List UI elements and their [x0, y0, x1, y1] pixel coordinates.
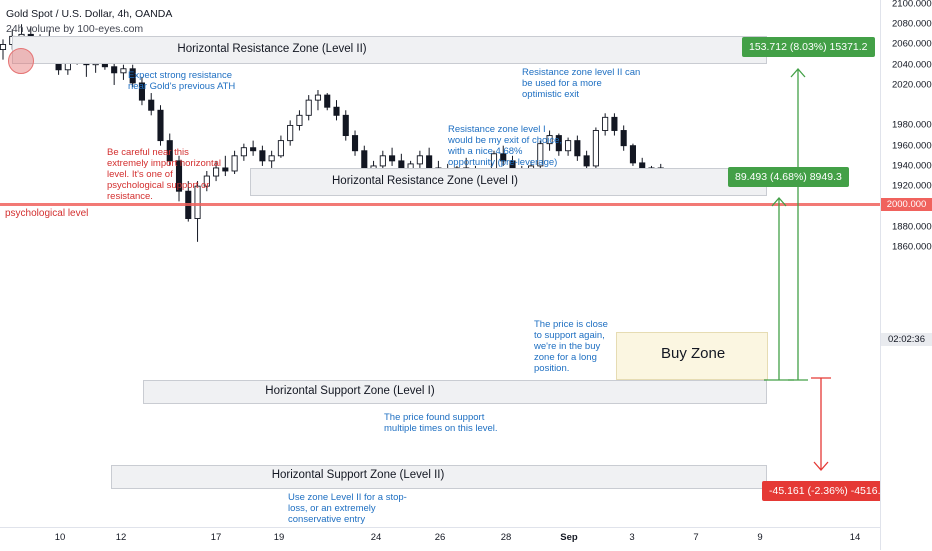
candle[interactable]: [537, 140, 544, 168]
note-close-to-support: The price is close to support again, we'…: [534, 319, 608, 374]
candle[interactable]: [602, 113, 609, 136]
psych-level-price-tag: 2000.000: [881, 198, 932, 211]
volume-indicator-label: 24h volume by 100-eyes.com: [6, 23, 144, 35]
stop-loss-measure-label[interactable]: -45.161 (-2.36%) -4516.1: [762, 481, 894, 501]
target-2-measure-label[interactable]: 153.712 (8.03%) 15371.2: [742, 37, 875, 57]
candle[interactable]: [138, 76, 146, 106]
price-tick-label: 1980.000: [892, 119, 932, 131]
price-tick-label: 1940.000: [892, 160, 932, 172]
time-tick-label: 28: [500, 532, 512, 543]
candle[interactable]: [129, 64, 136, 87]
resistance-zone-level-1[interactable]: [250, 168, 767, 196]
candle[interactable]: [592, 127, 599, 168]
candle[interactable]: [379, 150, 386, 171]
resistance-zone-level-2-label: Horizontal Resistance Zone (Level II): [177, 43, 367, 55]
candle[interactable]: [213, 160, 220, 182]
candle[interactable]: [555, 133, 562, 156]
note-support-found: The price found support multiple times o…: [384, 412, 498, 434]
time-tick-label: 10: [54, 532, 66, 543]
candle[interactable]: [416, 150, 423, 168]
support-zone-level-2-label: Horizontal Support Zone (Level II): [271, 469, 445, 481]
candle[interactable]: [203, 170, 210, 192]
price-tick-label: 1920.000: [892, 180, 932, 192]
candle[interactable]: [268, 150, 275, 168]
candle[interactable]: [231, 150, 238, 175]
note-resistance-2-exit: Resistance zone level II can be used for…: [522, 67, 641, 100]
candle[interactable]: [240, 143, 247, 161]
time-tick-label: 17: [210, 532, 222, 543]
resistance-zone-level-2[interactable]: [12, 36, 767, 64]
candle[interactable]: [546, 130, 553, 151]
candle[interactable]: [296, 110, 303, 131]
candle[interactable]: [574, 135, 581, 161]
candle[interactable]: [222, 155, 229, 177]
candle[interactable]: [620, 125, 627, 151]
price-tick-label: 2100.000: [892, 0, 932, 10]
time-tick-label: Sep: [560, 532, 578, 543]
note-resistance-1-exit: Resistance zone level I would be my exit…: [448, 124, 563, 168]
candle[interactable]: [500, 145, 507, 166]
candle[interactable]: [259, 145, 266, 166]
time-tick-label: 12: [115, 532, 127, 543]
target-1-measure-label[interactable]: 89.493 (4.68%) 8949.3: [728, 167, 849, 187]
support-zone-level-1[interactable]: [143, 380, 767, 404]
support-zone-level-2[interactable]: [111, 465, 767, 489]
current-time-tag: 02:02:36: [881, 333, 932, 346]
candle[interactable]: [426, 147, 433, 171]
note-ath-resistance: Expect strong resistance near Gold's pre…: [128, 70, 236, 92]
candle[interactable]: [157, 105, 164, 146]
chart-title: Gold Spot / U.S. Dollar, 4h, OANDA: [6, 8, 173, 20]
candle[interactable]: [333, 100, 340, 121]
candle[interactable]: [175, 155, 183, 202]
price-tick-label: 2020.000: [892, 79, 932, 91]
candle[interactable]: [148, 93, 155, 116]
psychological-level-label: psychological level: [5, 208, 89, 219]
note-stop-loss: Use zone Level II for a stop- loss, or a…: [288, 492, 407, 525]
candle[interactable]: [287, 120, 294, 146]
buy-zone-label: Buy Zone: [661, 345, 726, 362]
note-careful-level: Be careful near this extremely import ho…: [107, 147, 222, 202]
candle[interactable]: [389, 147, 396, 166]
time-tick-label: 14: [849, 532, 861, 543]
support-zone-level-1-label: Horizontal Support Zone (Level I): [265, 385, 435, 397]
price-tick-label: 1880.000: [892, 221, 932, 233]
time-tick-label: 9: [757, 532, 763, 543]
candle[interactable]: [583, 150, 590, 171]
candle[interactable]: [250, 140, 257, 156]
price-tick-label: 1860.000: [892, 241, 932, 253]
candle[interactable]: [565, 137, 572, 156]
price-tick-label: 1960.000: [892, 140, 932, 152]
ath-circle-marker[interactable]: [8, 48, 34, 74]
candle[interactable]: [629, 143, 636, 166]
resistance-zone-level-1-label: Horizontal Resistance Zone (Level I): [332, 175, 518, 187]
candle[interactable]: [342, 110, 349, 141]
time-tick-label: 24: [370, 532, 382, 543]
candle[interactable]: [0, 39, 7, 60]
candle[interactable]: [351, 130, 359, 156]
time-tick-label: 3: [629, 532, 635, 543]
time-tick-label: 26: [434, 532, 446, 543]
time-tick-label: 19: [273, 532, 285, 543]
candle[interactable]: [277, 135, 284, 158]
price-tick-label: 2080.000: [892, 18, 932, 30]
candle[interactable]: [120, 64, 127, 80]
price-axis[interactable]: [880, 0, 932, 550]
candle[interactable]: [111, 62, 118, 85]
candle[interactable]: [194, 181, 201, 242]
psychological-level-line[interactable]: [0, 203, 880, 206]
time-tick-label: 7: [693, 532, 699, 543]
time-axis[interactable]: [0, 527, 880, 551]
buy-zone[interactable]: [616, 332, 768, 380]
price-tick-label: 2060.000: [892, 38, 932, 50]
candle[interactable]: [166, 133, 173, 166]
candle[interactable]: [305, 95, 312, 121]
candle[interactable]: [324, 93, 331, 111]
candle[interactable]: [611, 113, 618, 136]
price-tick-label: 2040.000: [892, 59, 932, 71]
candle[interactable]: [314, 90, 322, 111]
